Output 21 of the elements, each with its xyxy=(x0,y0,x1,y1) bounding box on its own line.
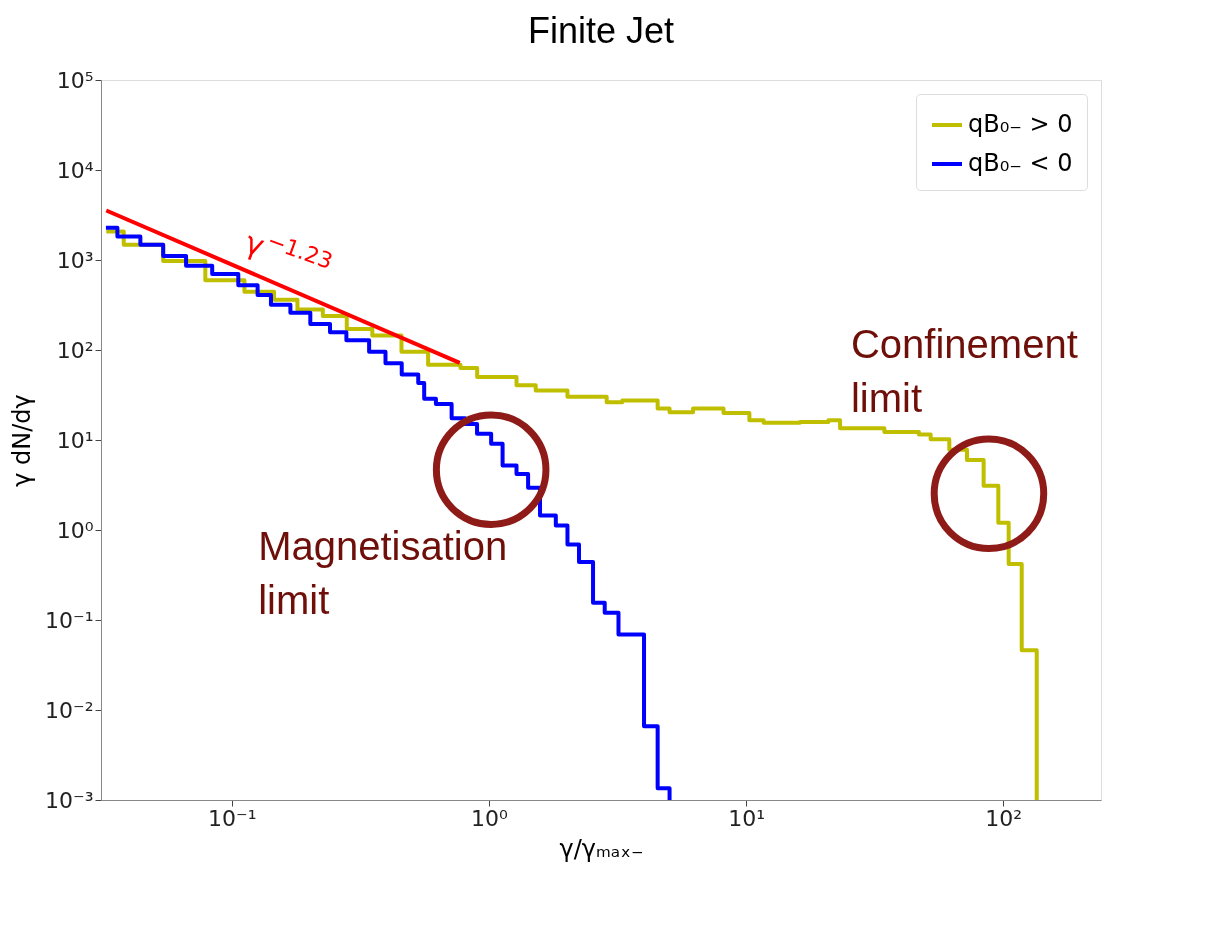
annotation: γ−1.23 xyxy=(240,224,336,275)
y-tick-label: 10⁵ xyxy=(56,67,94,93)
y-tick-label: 10⁻² xyxy=(45,697,94,723)
x-tick-label: 10¹ xyxy=(728,805,765,831)
chart-title: Finite Jet xyxy=(527,10,675,51)
annotation: Magnetisation limit xyxy=(258,523,508,622)
y-tick-label: 10³ xyxy=(56,247,94,273)
legend-label: qB₀₋ < 0 xyxy=(968,149,1073,177)
x-axis-title: γ/γₘₐₓ₋ xyxy=(559,834,644,863)
y-tick-label: 10¹ xyxy=(56,427,94,453)
y-axis-title: γ dN/dγ xyxy=(8,394,37,487)
annotation: Confinement limit xyxy=(850,321,1078,420)
legend-label: qB₀₋ > 0 xyxy=(968,110,1073,138)
y-tick-label: 10⁻³ xyxy=(45,787,94,813)
y-tick-label: 10⁴ xyxy=(56,157,94,183)
x-tick-label: 10⁰ xyxy=(471,805,509,831)
x-tick-label: 10⁻¹ xyxy=(208,805,257,831)
x-tick-label: 10² xyxy=(985,805,1023,831)
y-tick-label: 10⁻¹ xyxy=(45,607,94,633)
y-tick-label: 10² xyxy=(56,337,94,363)
y-tick-label: 10⁰ xyxy=(56,517,94,543)
